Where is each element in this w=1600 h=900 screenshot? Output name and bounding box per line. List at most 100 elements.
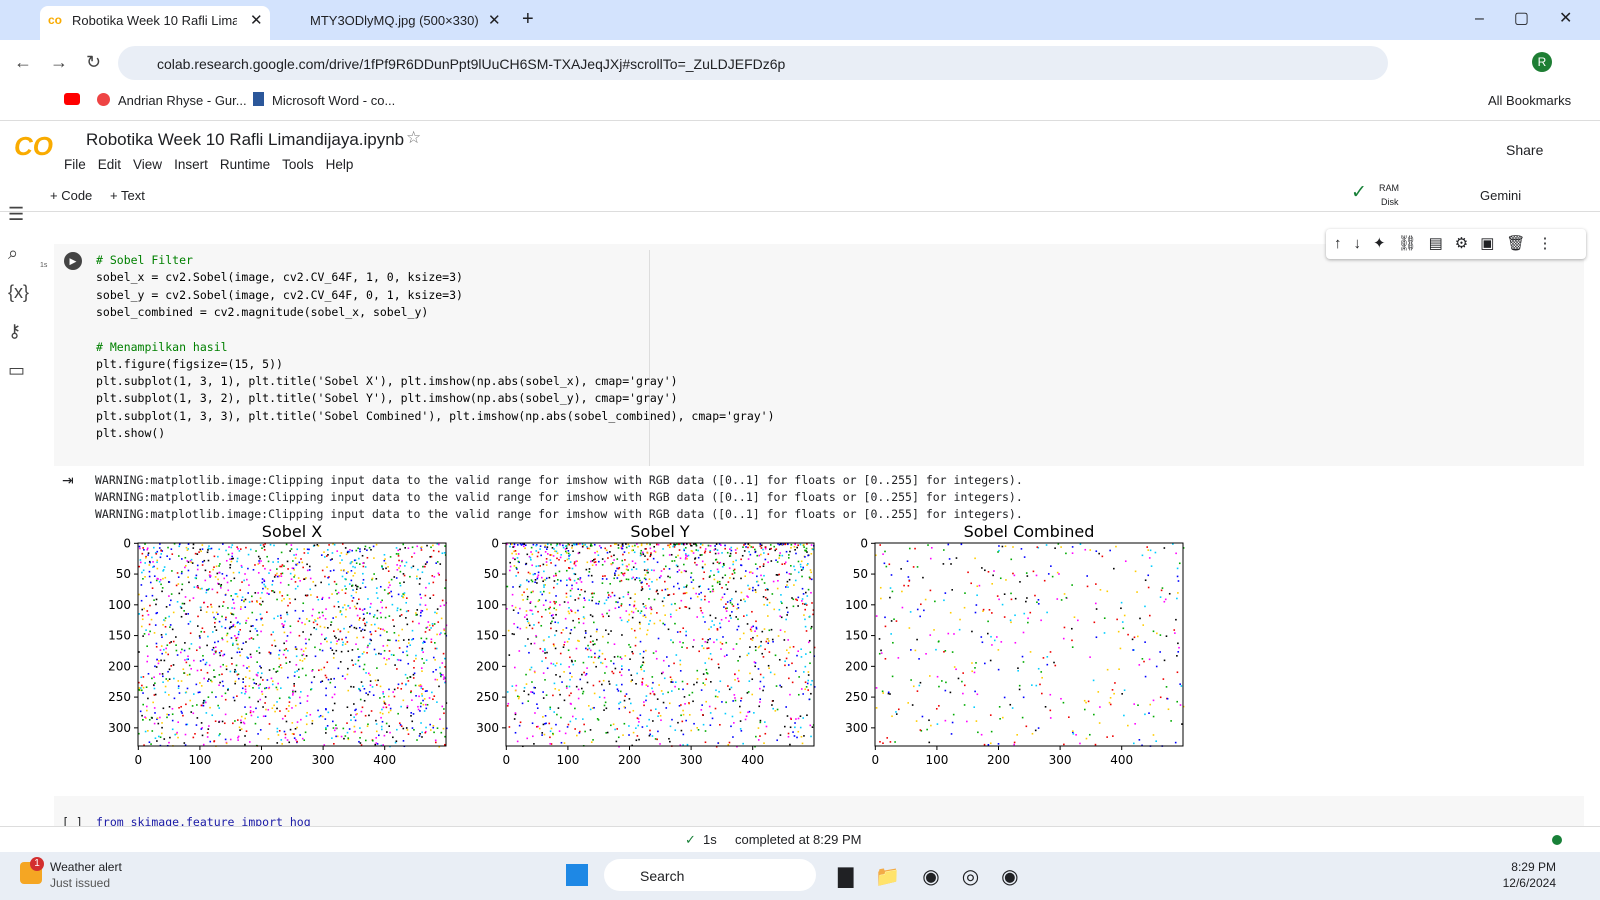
bookmark[interactable]: Andrian Rhyse - Gur... xyxy=(118,93,247,108)
image-pixel xyxy=(289,550,291,552)
image-pixel xyxy=(590,544,593,547)
image-pixel xyxy=(184,566,186,569)
image-pixel xyxy=(283,642,285,645)
all-bookmarks[interactable]: All Bookmarks xyxy=(1488,93,1572,108)
notebook-title[interactable]: Robotika Week 10 Rafli Limandijaya.ipynb xyxy=(86,130,405,149)
clock-time[interactable]: 8:29 PM xyxy=(1511,860,1556,874)
image-area xyxy=(875,543,1183,746)
new-tab[interactable]: + xyxy=(522,8,534,30)
code-cell[interactable] xyxy=(54,244,1584,466)
add-code[interactable]: + Code xyxy=(50,188,93,203)
star[interactable]: ☆ xyxy=(406,128,422,147)
image-pixel xyxy=(772,700,774,702)
image-pixel xyxy=(775,574,778,576)
image-pixel xyxy=(163,659,166,662)
image-pixel xyxy=(1012,572,1014,575)
image-pixel xyxy=(341,675,344,677)
image-pixel xyxy=(153,676,155,679)
image-pixel xyxy=(177,680,180,682)
search-text[interactable]: Search xyxy=(640,868,685,884)
image-pixel xyxy=(279,614,282,617)
image-pixel xyxy=(809,577,811,580)
profile[interactable]: R xyxy=(1532,52,1552,72)
image-pixel xyxy=(416,739,418,741)
image-pixel xyxy=(397,593,400,596)
image-pixel xyxy=(140,584,143,586)
image-pixel xyxy=(404,565,406,567)
clock-date[interactable]: 12/6/2024 xyxy=(1502,876,1556,890)
address-bar[interactable] xyxy=(118,46,1388,80)
image-pixel xyxy=(805,686,808,688)
menu-item[interactable]: View xyxy=(133,157,163,172)
image-pixel xyxy=(145,705,148,708)
image-pixel xyxy=(284,620,286,623)
output-icon[interactable]: ⇥ xyxy=(62,472,74,488)
image-pixel xyxy=(1027,617,1029,620)
tab-close[interactable]: ✕ xyxy=(250,12,263,29)
image-pixel xyxy=(572,619,574,622)
image-pixel xyxy=(339,562,341,564)
tab-title[interactable]: MTY3ODlyMQ.jpg (500×330) xyxy=(310,13,479,28)
youtube-icon[interactable] xyxy=(64,93,80,105)
image-pixel xyxy=(411,620,414,623)
gemini-button[interactable]: Gemini xyxy=(1480,188,1522,203)
active-tab[interactable] xyxy=(40,6,270,40)
image-pixel xyxy=(616,655,619,658)
image-pixel xyxy=(786,584,788,586)
start-button[interactable] xyxy=(566,864,588,886)
image-pixel xyxy=(768,651,771,653)
image-pixel xyxy=(357,547,359,550)
image-pixel xyxy=(239,589,242,591)
image-pixel xyxy=(935,648,937,651)
add-text[interactable]: + Text xyxy=(110,188,145,203)
taskbar-apps[interactable]: ▇📁◉◎◉ xyxy=(838,866,1041,888)
image-pixel xyxy=(207,588,210,591)
image-pixel xyxy=(302,631,304,633)
image-pixel xyxy=(185,613,187,615)
menu-item[interactable]: File xyxy=(64,157,86,172)
image-pixel xyxy=(153,687,156,690)
weather-title[interactable]: Weather alert xyxy=(50,860,122,874)
colab-logo[interactable]: CO xyxy=(14,131,53,161)
menu-item[interactable]: Edit xyxy=(97,157,122,172)
image-pixel xyxy=(616,558,619,560)
image-pixel xyxy=(525,614,528,616)
sidebar-icons[interactable]: ☰ ⌕ {x} ⚷ ▭ xyxy=(8,204,30,380)
image-pixel xyxy=(633,551,636,554)
image-pixel xyxy=(753,661,756,663)
image-pixel xyxy=(401,628,404,631)
image-pixel xyxy=(1174,741,1177,744)
image-pixel xyxy=(375,592,378,594)
run-button[interactable]: ▶ xyxy=(64,252,82,270)
image-pixel xyxy=(195,574,198,577)
menu-item[interactable]: Help xyxy=(325,157,354,172)
image-pixel xyxy=(423,640,425,643)
image-pixel xyxy=(698,585,700,588)
cell-toolbar[interactable]: ↑↓✦⛓▤⚙▣🗑⋮ xyxy=(1326,229,1586,259)
image-pixel xyxy=(709,549,712,552)
share-button[interactable]: Share xyxy=(1506,142,1544,158)
image-pixel xyxy=(907,576,910,578)
tab-title[interactable]: Robotika Week 10 Rafli Limandi xyxy=(72,13,237,28)
image-pixel xyxy=(555,574,557,577)
image-pixel xyxy=(424,565,426,568)
bookmark[interactable]: Microsoft Word - co... xyxy=(272,93,396,108)
menu-item[interactable]: Tools xyxy=(282,157,314,172)
menu-item[interactable]: Insert xyxy=(174,157,208,172)
menu-item[interactable]: Runtime xyxy=(219,157,271,172)
image-pixel xyxy=(281,595,284,597)
nav-buttons[interactable]: ←→↻ xyxy=(14,52,120,72)
next-cell[interactable] xyxy=(54,796,1584,826)
image-pixel xyxy=(384,616,387,619)
image-pixel xyxy=(283,631,286,634)
image-pixel xyxy=(375,543,378,546)
image-pixel xyxy=(360,681,363,683)
search-box[interactable] xyxy=(604,859,816,891)
image-pixel xyxy=(232,625,234,627)
tab-close[interactable]: ✕ xyxy=(488,12,501,29)
image-pixel xyxy=(998,598,1000,601)
window-controls[interactable]: –▢✕ xyxy=(1475,10,1600,27)
url[interactable]: colab.research.google.com/drive/1fPf9R6D… xyxy=(157,56,786,72)
image-pixel xyxy=(234,680,237,683)
image-pixel xyxy=(620,674,623,677)
